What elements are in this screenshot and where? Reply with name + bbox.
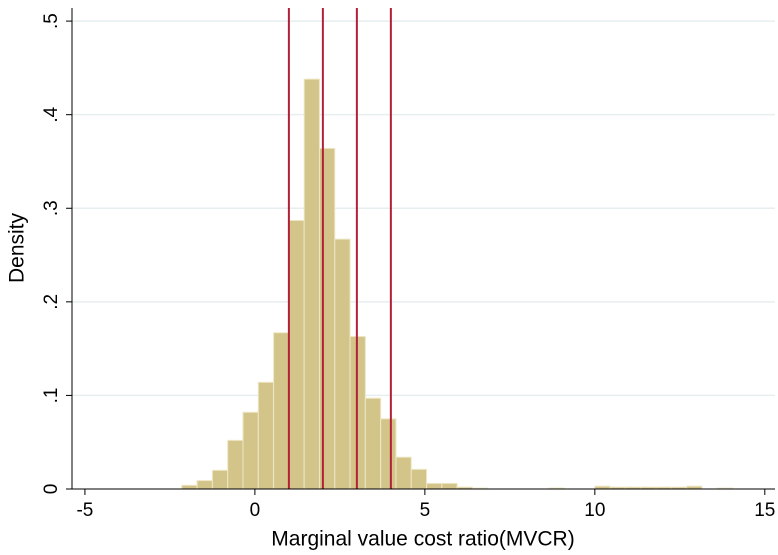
- x-axis-title: Marginal value cost ratio(MVCR): [271, 528, 574, 551]
- x-tick-label: 15: [754, 500, 775, 521]
- bar: [395, 456, 412, 490]
- y-tick-label: .1: [41, 387, 62, 403]
- bar: [364, 397, 382, 490]
- bar: [334, 238, 351, 490]
- bar: [441, 482, 458, 490]
- x-tick-label: 5: [420, 500, 431, 521]
- y-tick-label: .4: [41, 106, 62, 122]
- x-tick-label: 0: [250, 500, 261, 521]
- bar: [303, 78, 320, 490]
- y-tick-label: .5: [41, 13, 62, 29]
- bar: [426, 482, 443, 490]
- x-tick-label: -5: [76, 500, 93, 521]
- bar: [380, 418, 397, 490]
- bar: [257, 381, 275, 490]
- bar: [318, 147, 336, 490]
- bar: [288, 219, 305, 490]
- bar: [227, 439, 244, 490]
- y-tick-label: 0: [41, 484, 62, 495]
- bar: [242, 411, 259, 490]
- bar: [273, 332, 290, 490]
- y-tick-label: .2: [41, 294, 62, 310]
- bar: [196, 480, 213, 490]
- y-tick-label: .3: [41, 200, 62, 216]
- bar: [410, 468, 428, 490]
- bar: [181, 484, 198, 490]
- bar: [211, 469, 229, 490]
- y-axis-title: Density: [6, 212, 29, 283]
- x-tick-label: 10: [584, 500, 605, 521]
